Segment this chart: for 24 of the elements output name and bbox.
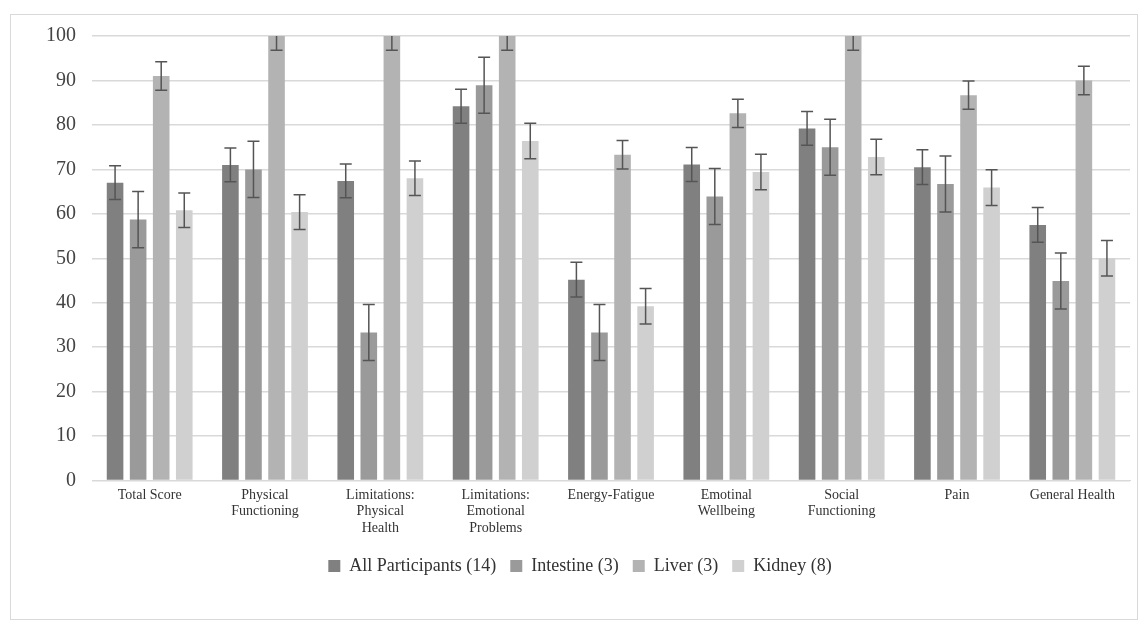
y-tick-label: 90 [56,67,76,90]
y-tick-label: 60 [56,201,76,224]
y-tick-label: 30 [56,334,76,357]
x-tick-label: Total Score [117,486,182,502]
legend-label: Liver (3) [653,554,719,576]
x-tick-label: Emotinal Wellbeing [697,486,755,519]
y-tick-label: 50 [56,245,76,268]
x-tick-label: Limitations: Physical Health [346,486,415,536]
x-tick-label: Energy-Fatigue [567,486,655,502]
x-tick-label: Social Functioning [807,486,876,519]
legend-label: Intestine (3) [531,554,619,576]
y-tick-label: 70 [56,156,76,179]
x-tick-label: Pain [944,486,970,502]
y-tick-label: 20 [56,378,76,401]
y-tick-label: 100 [46,23,76,46]
legend-label: All Participants (14) [349,554,497,576]
y-tick-label: 40 [56,290,76,313]
x-tick-label: Physical Functioning [231,486,299,519]
y-tick-label: 10 [56,423,76,446]
legend-label: Kidney (8) [753,554,832,576]
x-tick-label: Limitations: Emotional Problems [461,486,530,536]
y-tick-label: 0 [66,467,76,490]
x-tick-label: General Health [1029,486,1115,502]
y-tick-label: 80 [56,112,76,135]
